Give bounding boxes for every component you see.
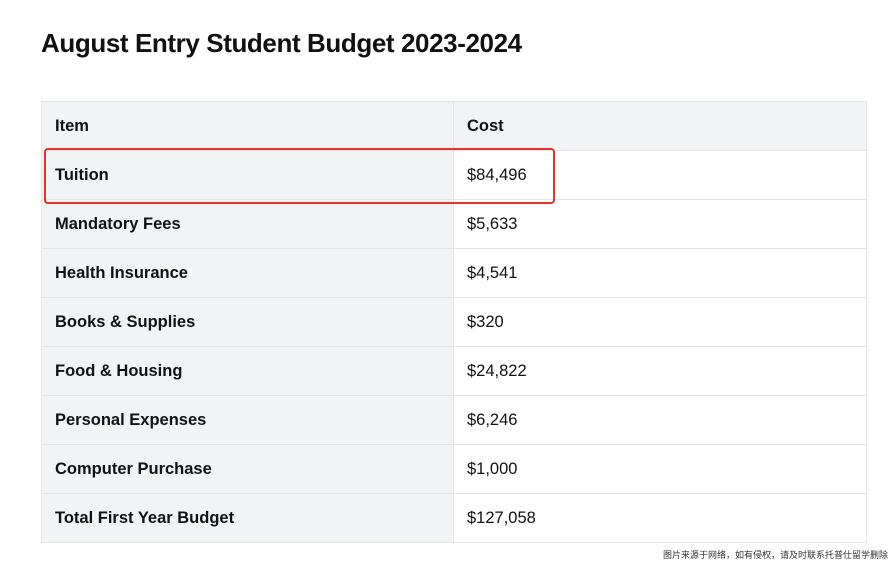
table-row-mandatory-fees: Mandatory Fees $5,633	[41, 199, 867, 249]
table-row-books-supplies: Books & Supplies $320	[41, 297, 867, 347]
cost-cell: $127,058	[453, 493, 867, 543]
cost-cell: $5,633	[453, 199, 867, 249]
item-cell: Personal Expenses	[41, 395, 454, 445]
table-row-health-insurance: Health Insurance $4,541	[41, 248, 867, 298]
item-cell: Tuition	[41, 150, 454, 200]
page-title: August Entry Student Budget 2023-2024	[41, 28, 522, 58]
item-cell: Health Insurance	[41, 248, 454, 298]
item-cell: Food & Housing	[41, 346, 454, 396]
table-row-food-housing: Food & Housing $24,822	[41, 346, 867, 396]
item-cell: Computer Purchase	[41, 444, 454, 494]
table-row-computer-purchase: Computer Purchase $1,000	[41, 444, 867, 494]
table-row-total: Total First Year Budget $127,058	[41, 493, 867, 543]
cost-cell: $24,822	[453, 346, 867, 396]
cost-cell: $6,246	[453, 395, 867, 445]
item-cell: Total First Year Budget	[41, 493, 454, 543]
cost-cell: $4,541	[453, 248, 867, 298]
cost-cell: $84,496	[453, 150, 867, 200]
item-cell: Mandatory Fees	[41, 199, 454, 249]
item-cell: Books & Supplies	[41, 297, 454, 347]
table-row-personal-expenses: Personal Expenses $6,246	[41, 395, 867, 445]
cost-cell: $320	[453, 297, 867, 347]
cost-cell: $1,000	[453, 444, 867, 494]
column-header-item: Item	[41, 101, 454, 151]
budget-table: Item Cost Tuition $84,496 Mandatory Fees…	[41, 101, 867, 543]
table-row-tuition: Tuition $84,496	[41, 150, 867, 200]
watermark-text: 图片来源于网络，如有侵权，请及时联系托普仕留学删除	[662, 551, 888, 561]
column-header-cost: Cost	[453, 101, 867, 151]
table-header-row: Item Cost	[41, 101, 867, 151]
